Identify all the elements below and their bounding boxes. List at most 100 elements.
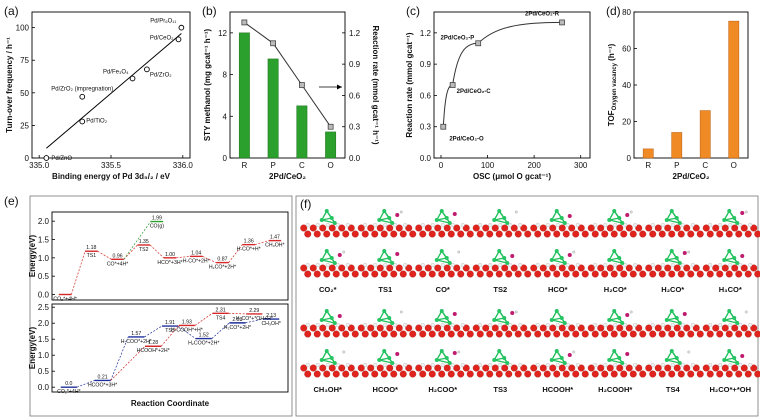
cerium-atom	[708, 263, 713, 267]
oxygen-atom	[495, 230, 503, 238]
oxygen-atom	[558, 324, 566, 332]
oxygen-atom	[712, 324, 720, 332]
oxygen-atom	[357, 324, 365, 332]
hydrogen-atom	[399, 310, 403, 314]
x-axis-label: 2Pd/CeO₂	[269, 172, 306, 181]
oxygen-atom	[434, 324, 442, 332]
pd-bond	[379, 259, 393, 264]
cerium-atom	[305, 323, 310, 327]
pd-atom	[735, 261, 740, 265]
oxygen-atom	[524, 230, 532, 238]
cerium-atom	[450, 263, 455, 267]
pd-atom	[732, 356, 737, 360]
structure-label: TS4	[666, 385, 681, 394]
pd-atom	[727, 349, 732, 353]
y-axis-label: Reaction rate (mmol gcat⁻¹)	[405, 32, 414, 137]
oxygen-atom	[361, 330, 369, 338]
state-label: HCO*+3H*	[157, 260, 182, 266]
oxygen-atom	[309, 224, 317, 232]
oxygen-atom	[486, 330, 494, 338]
oxygen-atom	[702, 264, 710, 272]
oxygen-atom	[313, 270, 321, 278]
cerium-atom	[478, 363, 483, 367]
hydrogen-atom	[342, 350, 346, 354]
structure-label: H₂CO*	[661, 285, 684, 294]
cerium-atom	[690, 263, 695, 267]
state-label: HCOOH*+2H*	[137, 348, 170, 354]
oxygen-atom	[399, 230, 407, 238]
oxygen-atom	[466, 270, 474, 278]
y-axis-label: Energy(eV)	[28, 327, 37, 370]
oxygen-atom	[725, 370, 733, 378]
cerium-atom	[555, 323, 560, 327]
pd-atom	[722, 358, 727, 362]
oxygen-atom	[505, 370, 513, 378]
oxygen-atom	[750, 264, 758, 272]
point	[43, 155, 50, 161]
point	[129, 75, 136, 82]
value-label: 1.91	[165, 320, 175, 326]
oxygen-atom	[300, 224, 308, 232]
state-label: CO*+4H*	[107, 261, 128, 267]
pd-bond	[724, 359, 738, 364]
oxygen-atom	[438, 370, 446, 378]
oxygen-atom	[620, 230, 628, 238]
oxygen-atom	[342, 330, 350, 338]
oxygen-atom	[735, 270, 743, 278]
connector	[123, 221, 151, 260]
cerium-atom	[373, 263, 378, 267]
value-label: 1.35	[139, 239, 149, 245]
oxygen-atom	[668, 370, 676, 378]
value-label: 1.04	[191, 250, 201, 256]
structure-label: CO₂*	[319, 285, 337, 294]
value-label: 0.21	[98, 374, 108, 380]
oxygen-atom	[338, 264, 346, 272]
y-tick-label: 1.0	[38, 351, 50, 360]
cerium-atom	[498, 323, 503, 327]
cerium-atom	[430, 223, 435, 227]
connector	[110, 345, 146, 381]
plot-frame	[51, 303, 289, 393]
pd-atom	[444, 256, 449, 260]
point	[79, 93, 86, 100]
oxygen-atom	[332, 330, 340, 338]
cerium-atom	[518, 263, 523, 267]
oxygen-atom	[361, 270, 369, 278]
oxygen-atom	[731, 324, 739, 332]
oxygen-atom	[505, 230, 513, 238]
oxygen-atom	[645, 324, 653, 332]
y-tick-label: 0.5	[38, 272, 50, 281]
pd-bond	[551, 359, 565, 364]
pd-atom	[377, 358, 382, 362]
cerium-atom	[535, 223, 540, 227]
y-tick-label: 20	[622, 118, 631, 127]
point	[175, 36, 182, 43]
oxygen-atom	[716, 230, 724, 238]
pd-atom	[319, 258, 324, 262]
cerium-atom	[345, 223, 350, 227]
oxygen-atom	[587, 364, 595, 372]
oxygen-atom	[443, 224, 451, 232]
y-tick-label: 2.0	[38, 217, 50, 226]
cerium-atom	[488, 223, 493, 227]
pd-bond	[551, 319, 565, 324]
oxygen-atom	[558, 364, 566, 372]
cerium-atom	[498, 363, 503, 367]
cerium-atom	[565, 263, 570, 267]
pd-atom	[505, 361, 510, 365]
pd-atom	[607, 258, 612, 262]
oxygen-atom	[549, 264, 557, 272]
oxygen-atom	[309, 324, 317, 332]
oxygen-atom	[495, 270, 503, 278]
rate-marker	[270, 40, 276, 47]
bar	[325, 131, 337, 159]
oxygen-atom	[549, 324, 557, 332]
pd-atom	[549, 218, 554, 222]
cerium-atom	[565, 223, 570, 227]
pd-atom	[554, 309, 559, 313]
pd-atom	[549, 358, 554, 362]
oxygen-atom	[424, 264, 432, 272]
pd-bond	[436, 319, 450, 324]
x-tick-label: R	[241, 161, 247, 170]
pd-atom	[444, 316, 449, 320]
